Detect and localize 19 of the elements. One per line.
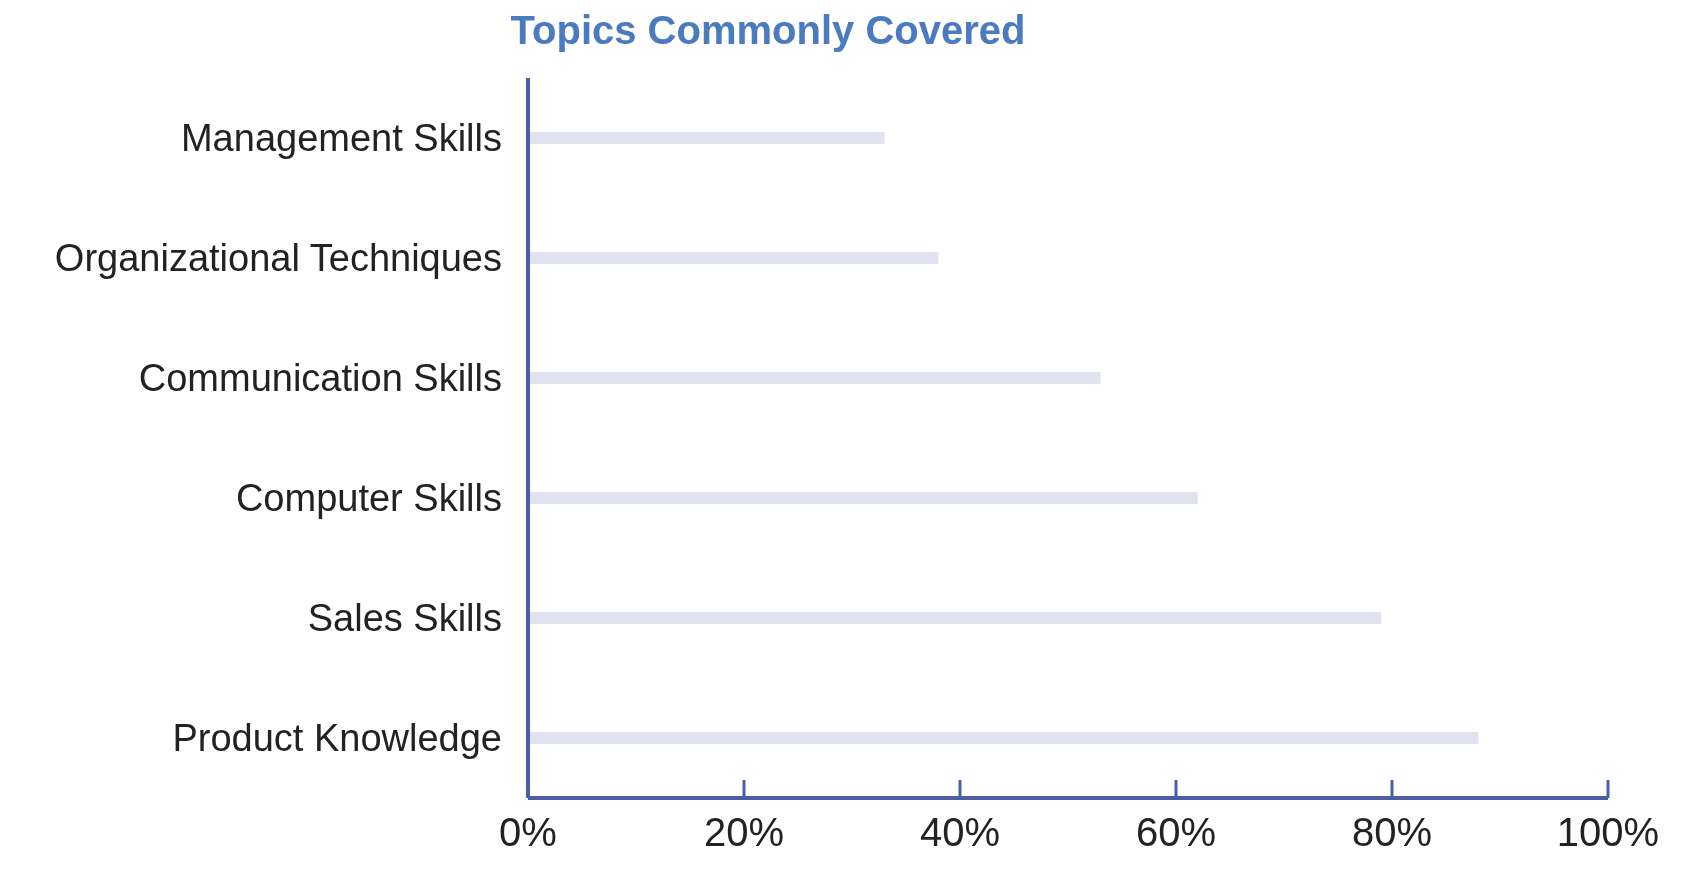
y-tick-label: Organizational Techniques — [54, 237, 502, 280]
y-tick-label: Communication Skills — [138, 357, 502, 400]
y-tick-label: Product Knowledge — [172, 717, 502, 760]
x-tick-label: 0% — [499, 810, 557, 855]
x-tick-label: 80% — [1351, 810, 1433, 855]
y-tick-label: Sales Skills — [307, 597, 502, 640]
bar — [528, 372, 1101, 384]
x-tick-label: 40% — [919, 810, 1001, 855]
bar — [528, 132, 885, 144]
bar — [528, 492, 1198, 504]
y-tick-label: Computer Skills — [235, 477, 502, 520]
x-tick-label: 20% — [703, 810, 785, 855]
bar — [528, 252, 939, 264]
x-tick-label: 100% — [1556, 810, 1660, 855]
x-tick-label: 60% — [1135, 810, 1217, 855]
chart-title: Topics Commonly Covered — [509, 8, 1027, 54]
bar — [528, 732, 1479, 744]
bar — [528, 612, 1382, 624]
y-tick-label: Management Skills — [180, 117, 502, 160]
